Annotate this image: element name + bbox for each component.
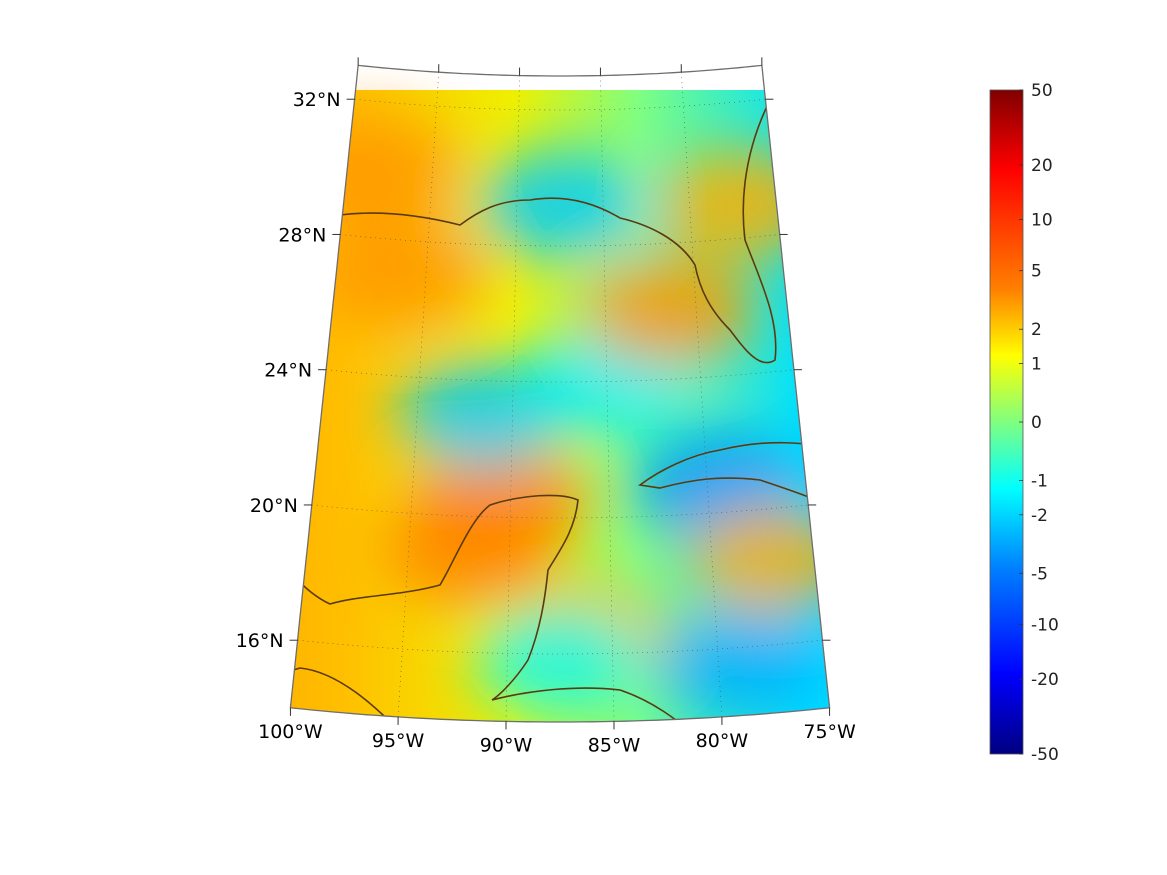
latitude-labels: 16°N 20°N 24°N 28°N 32°N	[236, 89, 341, 652]
colorbar-tick-label: 20	[1031, 156, 1053, 176]
lon-tick-label: 75°W	[803, 721, 856, 743]
colorbar-tick-label: 1	[1031, 355, 1042, 375]
colorbar-ramp	[989, 89, 1024, 755]
longitude-labels: 100°W 95°W 90°W 85°W 80°W 75°W	[258, 721, 856, 757]
field-gulf-of-honduras	[475, 605, 645, 716]
field-caribbean-southeast	[654, 609, 825, 720]
colorbar-tick-label: -5	[1031, 564, 1048, 584]
parallel-line	[340, 234, 780, 247]
field-campeche	[384, 495, 555, 606]
colorbar-tick-label: 5	[1031, 262, 1042, 282]
lon-tick-label: 90°W	[480, 734, 533, 756]
jamaica-coastline	[850, 592, 918, 609]
colorbar-tick-label: 0	[1031, 413, 1042, 433]
colorbar-tick-label: 2	[1031, 320, 1042, 340]
graticule	[290, 65, 830, 722]
colorbar-tick-label: 50	[1031, 81, 1053, 101]
colorbar-tick-label: -1	[1031, 472, 1048, 492]
cuba-coastline	[637, 441, 830, 522]
colorbar-tick-label: -50	[1031, 745, 1059, 765]
field-atlantic-northeast	[656, 149, 827, 259]
bahamas-coastline	[814, 304, 830, 421]
lon-tick-label: 80°W	[696, 730, 749, 752]
field-western-gulf-coast	[314, 218, 485, 329]
field-texas-interior	[290, 114, 458, 225]
colorbar-tick-label: -2	[1031, 506, 1048, 526]
colorbar-tick-label: 10	[1031, 211, 1053, 231]
field-northeast-gulf	[475, 150, 645, 261]
lon-tick-label: 85°W	[588, 734, 641, 756]
lon-tick-label: 100°W	[258, 721, 323, 743]
colorbar-tick-label: -20	[1031, 670, 1059, 690]
map-frame	[289, 64, 831, 723]
lon-tick-label: 95°W	[372, 730, 425, 752]
lat-tick-label: 32°N	[293, 89, 341, 111]
north-gulf-coastline	[290, 99, 777, 364]
field-florida-southwest	[584, 256, 754, 367]
parallel-line	[326, 369, 794, 383]
lat-tick-label: 28°N	[278, 225, 326, 247]
lat-tick-label: 16°N	[236, 630, 284, 652]
lat-tick-label: 20°N	[250, 495, 298, 517]
field-jamaica-west	[688, 504, 830, 615]
parallel-line	[354, 98, 766, 111]
frame-ticks	[289, 57, 831, 730]
gulf-coastline	[290, 289, 579, 722]
colorbar-tick-label: -10	[1031, 616, 1059, 636]
lat-tick-label: 24°N	[264, 360, 312, 382]
